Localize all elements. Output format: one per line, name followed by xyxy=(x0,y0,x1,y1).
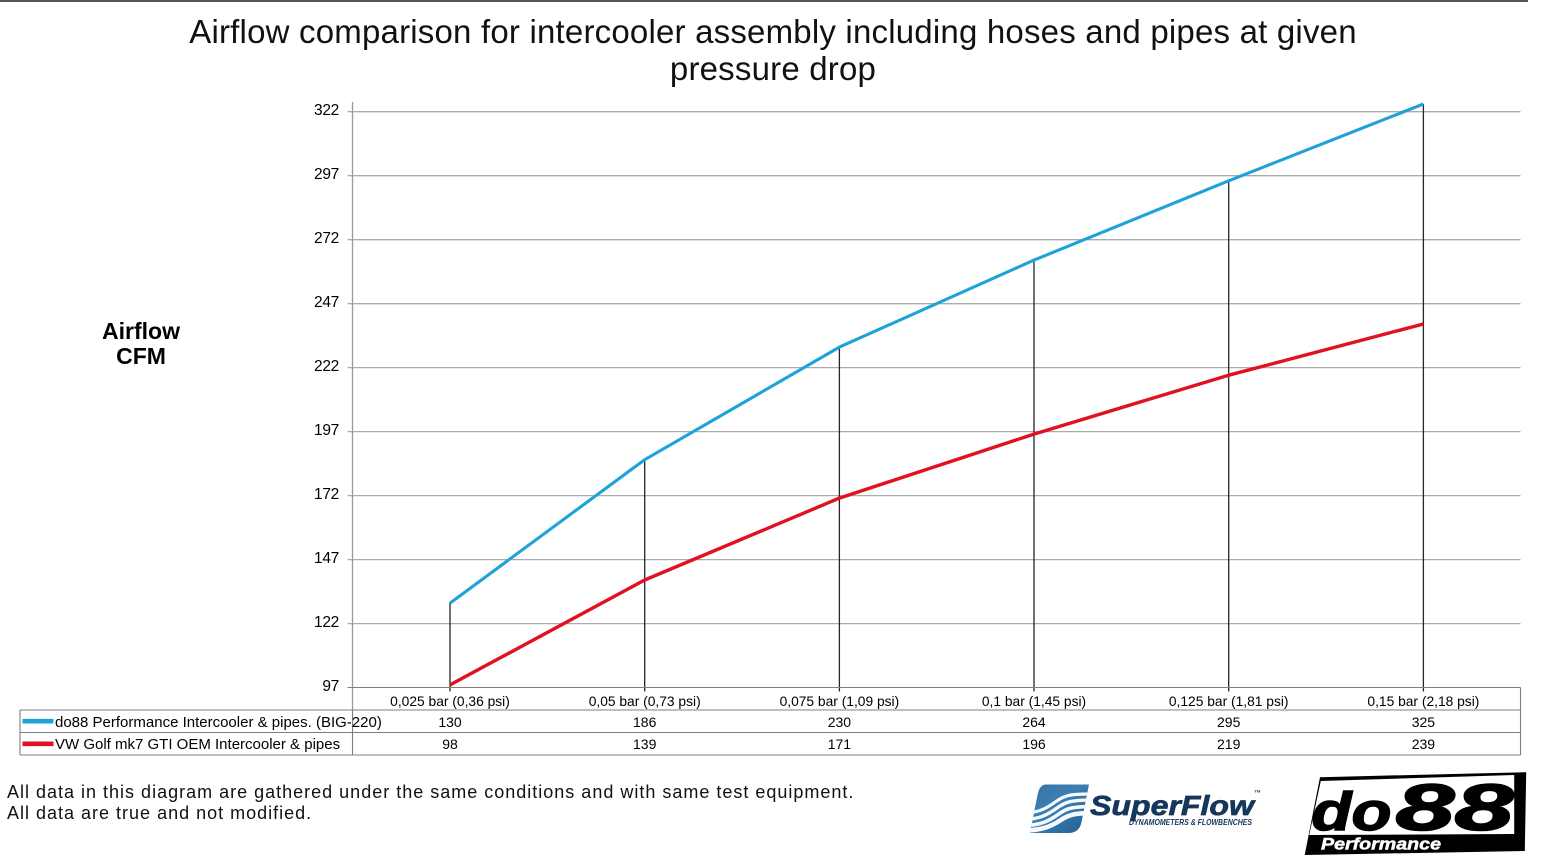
svg-text:DYNAMOMETERS & FLOWBENCHES: DYNAMOMETERS & FLOWBENCHES xyxy=(1129,818,1252,827)
svg-text:88: 88 xyxy=(1396,770,1514,844)
svg-text:™: ™ xyxy=(1254,790,1261,797)
svg-text:SuperFlow: SuperFlow xyxy=(1090,790,1257,821)
svg-text:do: do xyxy=(1312,782,1392,842)
svg-text:Performance: Performance xyxy=(1321,836,1441,854)
